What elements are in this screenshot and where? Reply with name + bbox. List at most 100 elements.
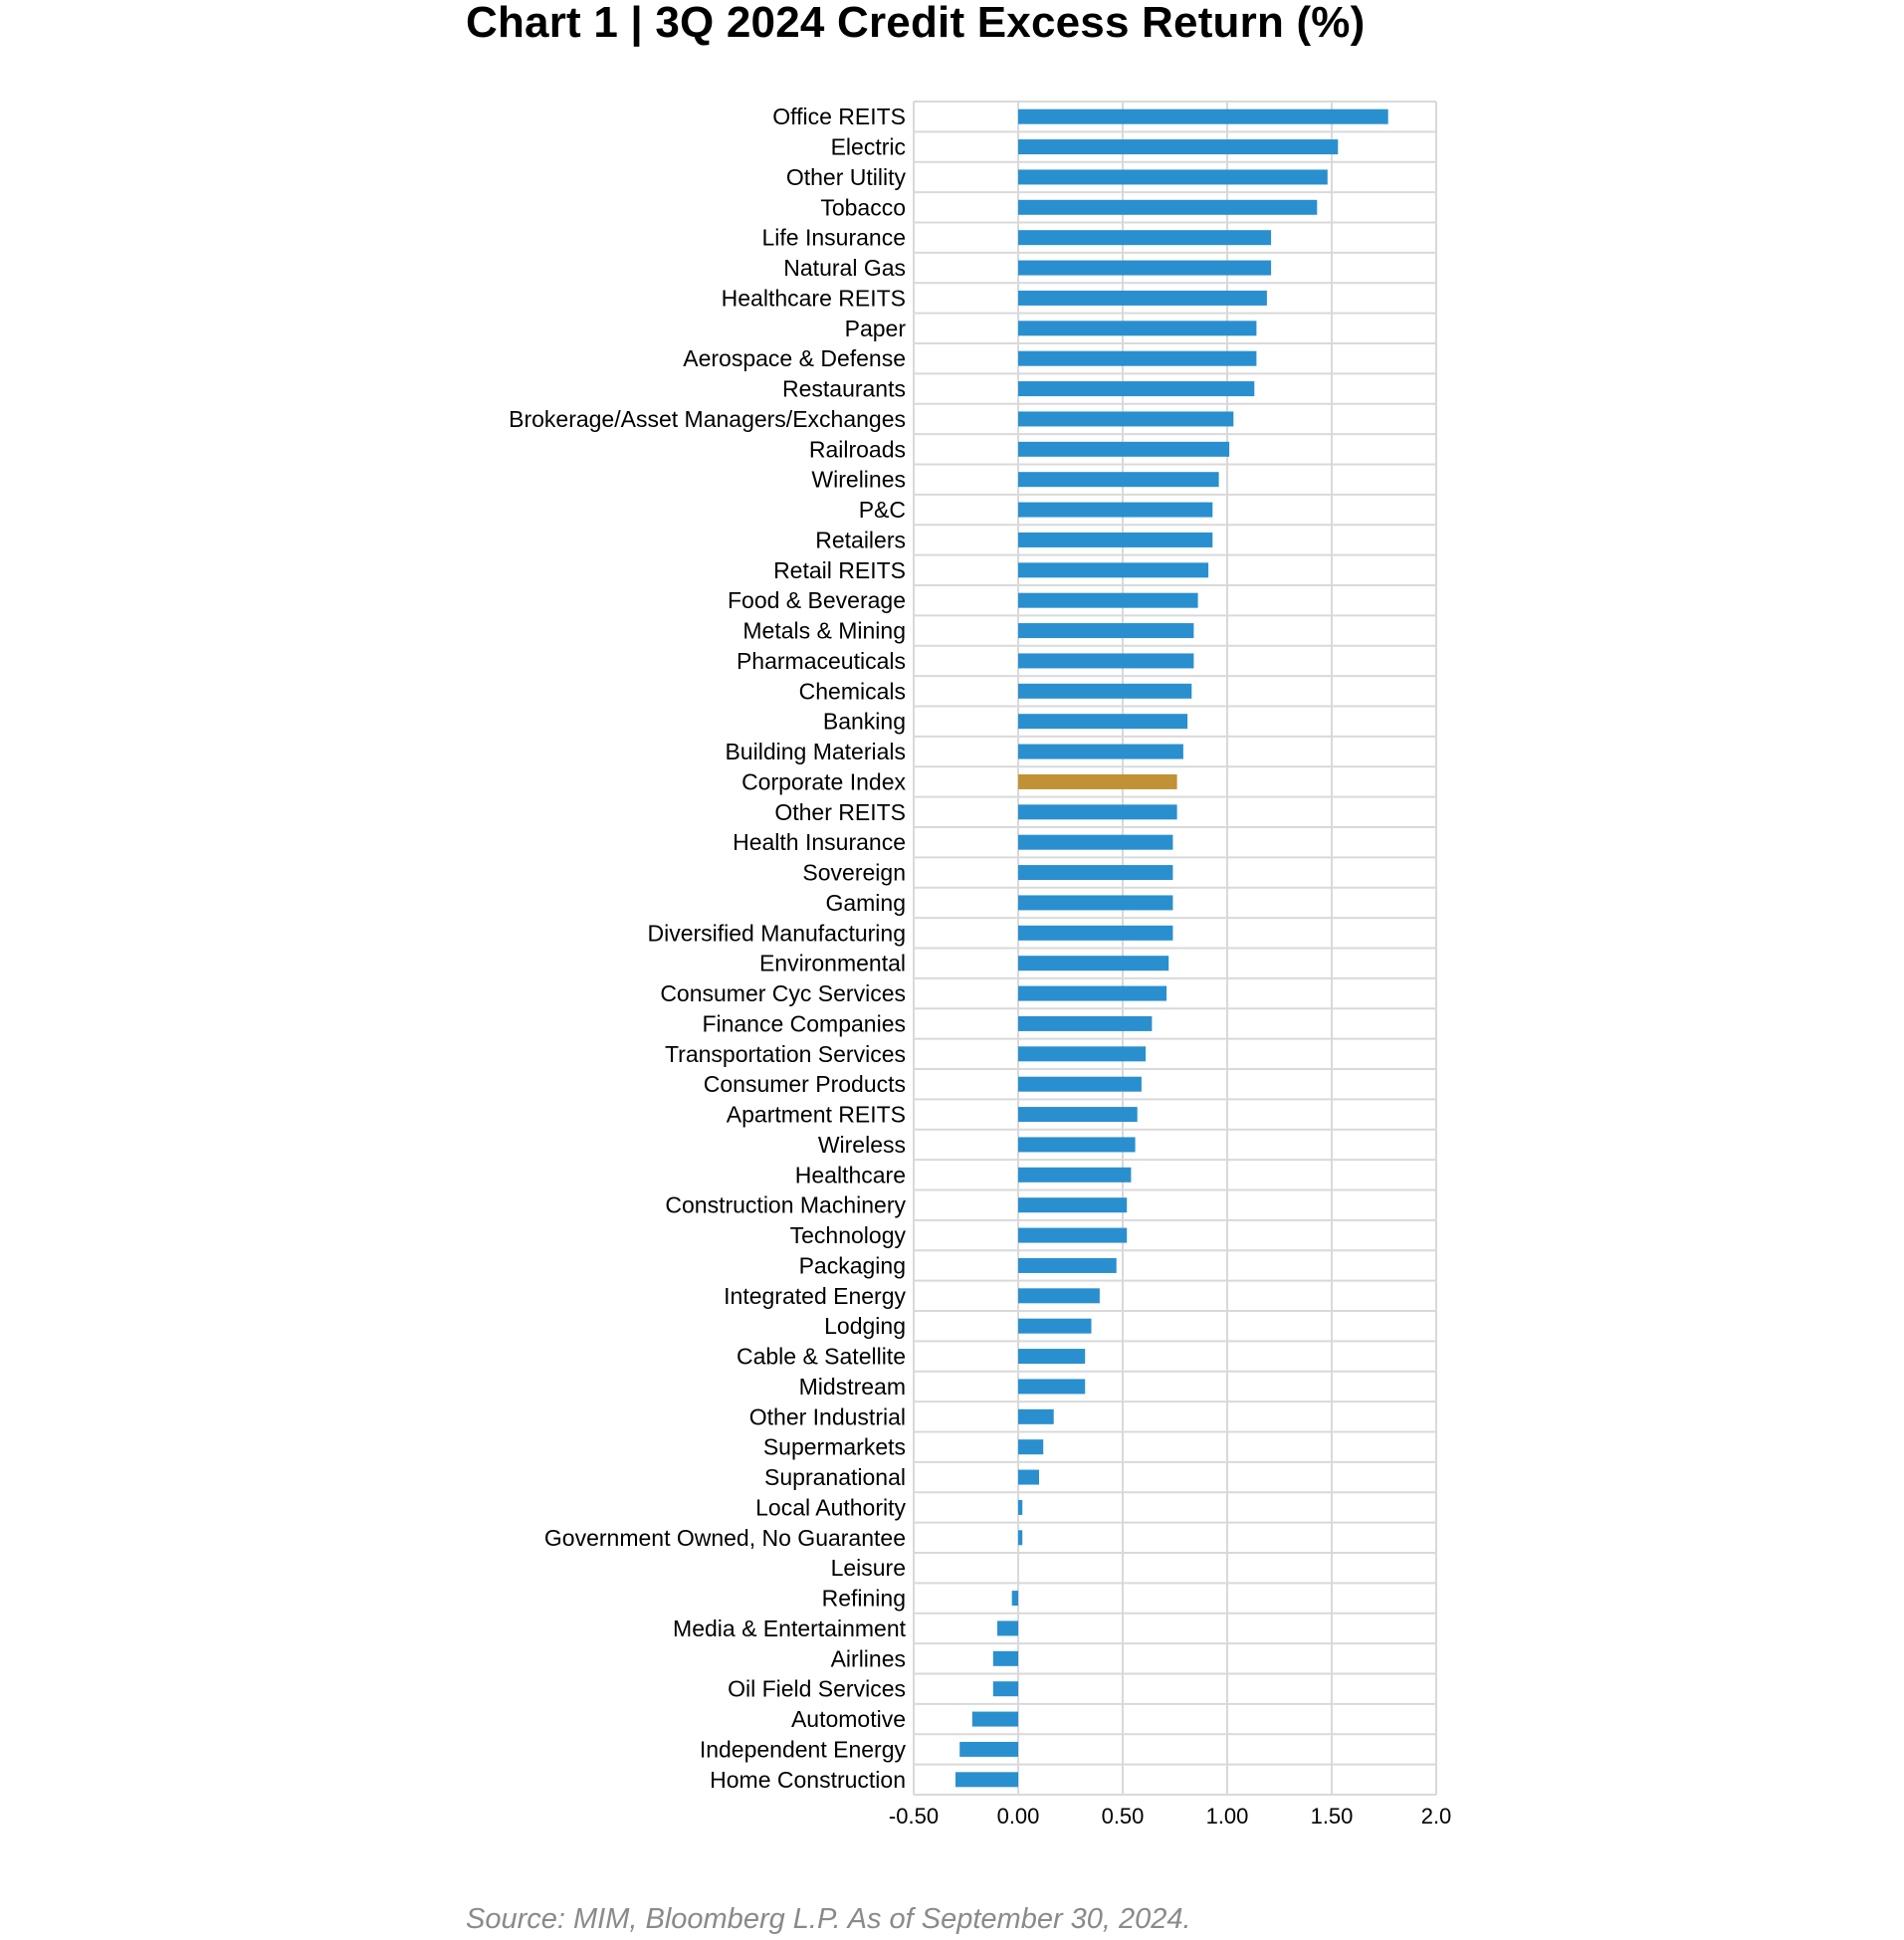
category-label: Technology — [790, 1222, 907, 1248]
category-label: Paper — [845, 316, 907, 341]
bar-supranational — [1018, 1469, 1039, 1485]
bar-railroads — [1018, 441, 1230, 457]
chart-title: Chart 1 | 3Q 2024 Credit Excess Return (… — [466, 0, 1366, 47]
category-label: Consumer Products — [704, 1071, 906, 1097]
bar-office-reits — [1018, 108, 1388, 124]
bar-sovereign — [1018, 865, 1173, 881]
category-label: Sovereign — [802, 860, 906, 886]
bar-tobacco — [1018, 199, 1318, 215]
bar-apartment-reits — [1018, 1107, 1138, 1123]
x-tick-label: 0.00 — [997, 1804, 1040, 1829]
category-label: Life Insurance — [762, 225, 906, 251]
category-label: Home Construction — [710, 1767, 906, 1793]
category-label: Gaming — [825, 890, 906, 916]
bar-building-materials — [1018, 744, 1183, 759]
bar-layer — [955, 108, 1388, 1788]
bar-local-authority — [1018, 1499, 1023, 1515]
category-label: Natural Gas — [783, 255, 906, 281]
bar-integrated-energy — [1018, 1288, 1100, 1304]
category-label: Oil Field Services — [728, 1676, 906, 1702]
bar-packaging — [1018, 1257, 1117, 1273]
category-label: Tobacco — [820, 194, 906, 220]
category-label: Apartment REITS — [727, 1102, 906, 1128]
bar-healthcare-reits — [1018, 290, 1267, 306]
bar-cable-satellite — [1018, 1349, 1086, 1365]
category-label: Wirelines — [811, 467, 906, 493]
x-tick-label: 0.50 — [1102, 1804, 1145, 1829]
bar-gaming — [1018, 895, 1173, 911]
bar-corporate-index — [1018, 773, 1177, 789]
category-label: Health Insurance — [733, 829, 906, 855]
category-label: Lodging — [824, 1313, 906, 1339]
category-label: Banking — [823, 709, 906, 735]
category-label: Healthcare REITS — [722, 285, 906, 311]
x-tick-label: 1.50 — [1311, 1804, 1354, 1829]
bar-paper — [1018, 321, 1257, 336]
bar-media-entertainment — [997, 1620, 1018, 1636]
category-label: P&C — [859, 497, 906, 523]
category-label: Metals & Mining — [742, 618, 906, 644]
category-label: Wireless — [818, 1132, 906, 1158]
bar-independent-energy — [959, 1741, 1018, 1757]
category-label: Retailers — [815, 527, 906, 552]
bar-metals-mining — [1018, 623, 1194, 639]
bar-electric — [1018, 139, 1339, 155]
bar-banking — [1018, 714, 1188, 730]
bar-consumer-cyc-services — [1018, 985, 1167, 1001]
category-label: Leisure — [831, 1555, 906, 1581]
category-label: Healthcare — [795, 1162, 906, 1187]
bar-technology — [1018, 1227, 1128, 1243]
category-label: Other Utility — [786, 164, 907, 190]
category-label: Cable & Satellite — [737, 1344, 906, 1370]
bar-government-owned-no-guarantee — [1018, 1530, 1023, 1546]
category-label: Refining — [822, 1586, 906, 1612]
category-label: Railroads — [809, 436, 906, 462]
bar-other-reits — [1018, 804, 1177, 820]
category-label: Corporate Index — [741, 768, 906, 794]
category-label: Diversified Manufacturing — [647, 920, 906, 946]
category-label: Supranational — [764, 1464, 906, 1490]
bar-p-c — [1018, 502, 1213, 518]
category-label: Environmental — [759, 951, 906, 976]
category-label: Retail REITS — [773, 557, 906, 583]
bar-consumer-products — [1018, 1076, 1142, 1092]
bar-automotive — [971, 1711, 1018, 1727]
category-label: Independent Energy — [700, 1736, 907, 1762]
bar-chemicals — [1018, 683, 1192, 699]
category-label: Other Industrial — [749, 1403, 906, 1429]
bar-health-insurance — [1018, 834, 1173, 850]
category-label: Chemicals — [799, 678, 906, 704]
bar-environmental — [1018, 956, 1169, 971]
bar-oil-field-services — [992, 1681, 1018, 1697]
category-label: Office REITS — [772, 104, 906, 129]
category-label: Electric — [831, 134, 906, 160]
category-label: Brokerage/Asset Managers/Exchanges — [509, 406, 906, 432]
bar-supermarkets — [1018, 1439, 1044, 1455]
category-label: Food & Beverage — [728, 587, 906, 613]
bar-midstream — [1018, 1379, 1086, 1395]
bar-lodging — [1018, 1318, 1092, 1334]
category-label: Supermarkets — [763, 1434, 906, 1460]
category-label: Local Authority — [755, 1494, 906, 1520]
bar-restaurants — [1018, 381, 1255, 397]
bar-retail-reits — [1018, 562, 1209, 578]
bar-other-industrial — [1018, 1408, 1054, 1424]
category-label: Building Materials — [725, 739, 906, 764]
x-tick-label: 2.0 — [1421, 1804, 1452, 1829]
category-label: Other REITS — [774, 799, 906, 825]
bar-food-beverage — [1018, 592, 1198, 608]
category-label: Consumer Cyc Services — [660, 980, 906, 1006]
bar-home-construction — [955, 1772, 1018, 1788]
bar-retailers — [1018, 532, 1213, 547]
category-label: Pharmaceuticals — [737, 648, 906, 674]
bar-construction-machinery — [1018, 1197, 1128, 1213]
category-label: Aerospace & Defense — [683, 345, 906, 371]
category-label: Packaging — [799, 1252, 906, 1278]
bar-diversified-manufacturing — [1018, 925, 1173, 941]
category-label-layer: Office REITS Electric Other Utility Tobacco… — [509, 104, 907, 1793]
bar-transportation-services — [1018, 1046, 1147, 1062]
bar-finance-companies — [1018, 1015, 1153, 1031]
category-label: Transportation Services — [665, 1041, 906, 1067]
bar-wirelines — [1018, 472, 1219, 488]
